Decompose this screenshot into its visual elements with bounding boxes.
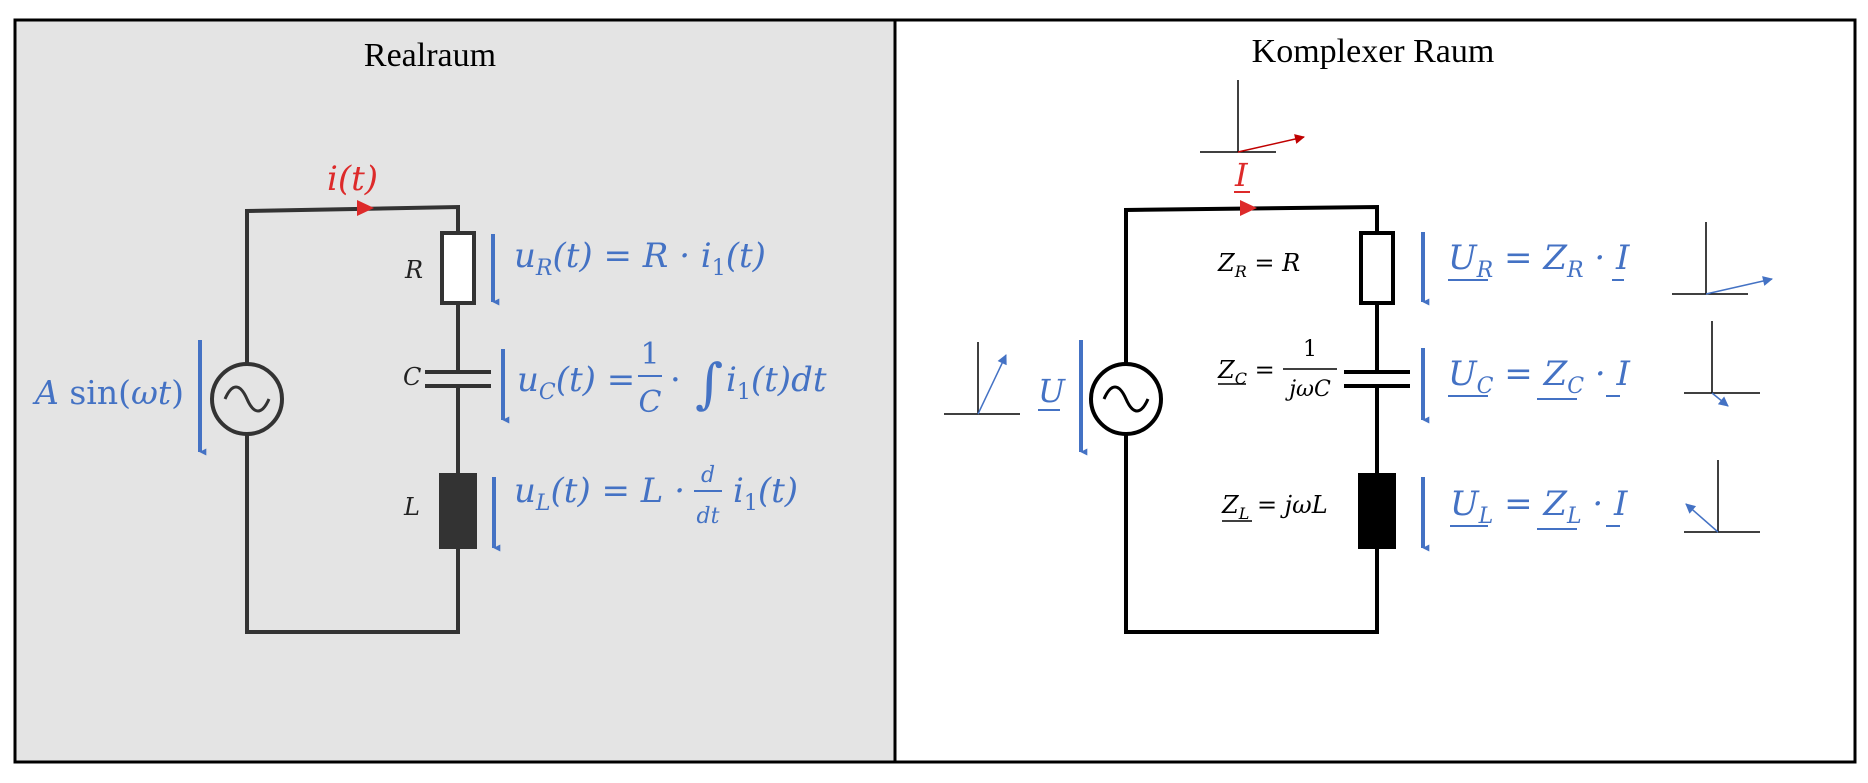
right-wire-bottom [1124, 433, 1379, 634]
svg-text:UR = ZR · I: UR = ZR · I [1448, 238, 1630, 283]
left-inductor [439, 473, 477, 549]
svg-text:i1(t): i1(t) [733, 471, 798, 516]
svg-text:C: C [639, 385, 662, 420]
left-circuit: R C L i(t) A sin(ωt) uR(t) = R · i1(t) u… [32, 159, 827, 634]
right-Z-R: ZR = R [1217, 249, 1300, 281]
svg-text:jωC: jωC [1284, 377, 1331, 402]
right-inductor [1358, 473, 1396, 549]
left-eq-R: uR(t) = R · i1(t) [514, 236, 766, 281]
svg-text:1: 1 [1303, 337, 1317, 362]
svg-text:d: d [701, 463, 715, 488]
sine-icon [223, 385, 271, 413]
right-ac-source [1089, 362, 1163, 436]
left-eq-L: uL(t) = L · d dt i1(t) [514, 463, 798, 529]
left-panel [15, 20, 895, 762]
svg-text:·: · [670, 360, 681, 400]
svg-text:ZL = jωL: ZL = jωL [1221, 491, 1328, 523]
left-label-C: C [403, 363, 421, 391]
left-wire-bottom [245, 433, 460, 634]
left-panel-title: Realraum [364, 37, 496, 74]
figure-frame [13, 18, 1857, 764]
svg-text:UC = ZC · I: UC = ZC · I [1448, 354, 1631, 399]
left-current-arrow [357, 200, 374, 216]
phasor-source [944, 342, 1020, 415]
right-panel-title: Komplexer Raum [1252, 33, 1495, 70]
phasor-UL [1684, 460, 1760, 533]
phasor-UR [1672, 222, 1773, 295]
left-resistor [440, 231, 476, 305]
right-circuit: I U ZR = R ZC = 1 jωC ZL = jωL UR = ZR ·… [944, 80, 1773, 634]
svg-text:∫: ∫ [695, 352, 723, 415]
right-current-label: I [1234, 156, 1249, 194]
left-ac-source [210, 362, 284, 436]
phasor-UC [1684, 321, 1760, 407]
right-current-arrow [1240, 200, 1257, 216]
svg-text:ZC =: ZC = [1217, 356, 1275, 388]
svg-text:uC(t) =: uC(t) = [517, 360, 635, 405]
right-source-label: U [1038, 372, 1066, 410]
phasor-current [1200, 80, 1305, 153]
svg-text:1: 1 [640, 337, 659, 372]
left-label-R: R [404, 256, 423, 284]
right-wire-top [1124, 204, 1379, 365]
sine-icon [1102, 385, 1150, 413]
right-resistor [1359, 231, 1395, 305]
right-eq-L: UL = ZL · I [1450, 484, 1628, 530]
right-Z-C: ZC = 1 jωC [1217, 337, 1337, 402]
left-source-label: A sin(ωt) [32, 373, 184, 412]
right-Z-L: ZL = jωL [1221, 491, 1328, 523]
svg-text:dt: dt [697, 504, 720, 529]
right-eq-C: UC = ZC · I [1448, 354, 1631, 400]
left-current-label: i(t) [327, 159, 378, 199]
left-label-L: L [403, 493, 420, 521]
left-wire-top [245, 204, 460, 365]
right-eq-R: UR = ZR · I [1448, 238, 1630, 283]
svg-text:UL = ZL · I: UL = ZL · I [1450, 484, 1628, 529]
